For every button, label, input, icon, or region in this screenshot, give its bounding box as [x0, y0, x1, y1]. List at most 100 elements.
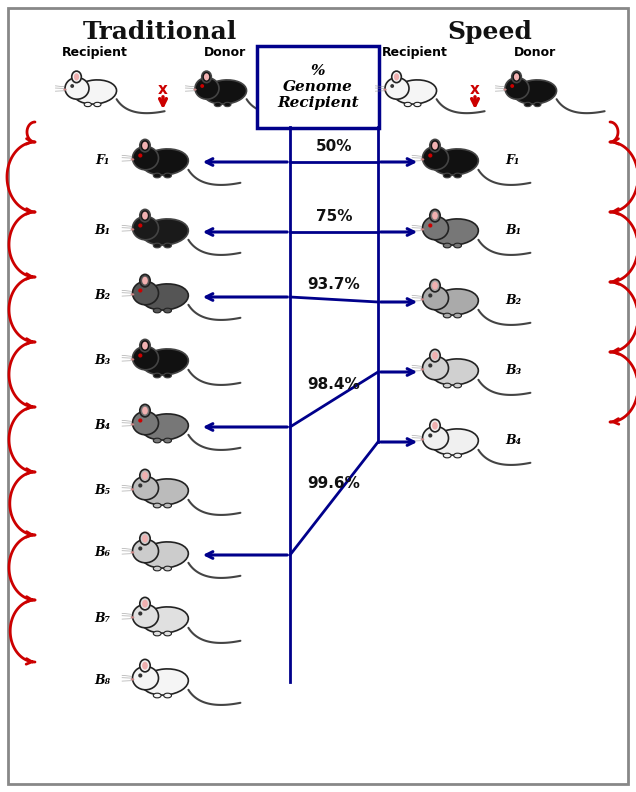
Ellipse shape [420, 158, 424, 161]
Ellipse shape [132, 604, 158, 628]
Ellipse shape [153, 566, 161, 571]
Ellipse shape [443, 173, 451, 178]
Ellipse shape [514, 74, 519, 81]
Ellipse shape [163, 693, 172, 698]
Ellipse shape [140, 139, 150, 152]
Ellipse shape [430, 420, 440, 432]
Ellipse shape [84, 102, 92, 107]
Circle shape [138, 418, 142, 423]
Text: B₃: B₃ [94, 353, 110, 367]
Ellipse shape [142, 276, 148, 284]
Ellipse shape [163, 566, 172, 571]
Circle shape [428, 154, 432, 158]
Ellipse shape [420, 368, 424, 371]
Text: B₁: B₁ [94, 223, 110, 237]
Text: Recipient: Recipient [62, 45, 128, 59]
Ellipse shape [432, 429, 478, 455]
Ellipse shape [422, 287, 448, 310]
Ellipse shape [130, 358, 134, 360]
Ellipse shape [142, 142, 148, 150]
Circle shape [138, 611, 142, 615]
Ellipse shape [153, 308, 161, 313]
Circle shape [138, 288, 142, 292]
Ellipse shape [130, 228, 134, 230]
Text: B₃: B₃ [505, 364, 521, 376]
Ellipse shape [432, 421, 438, 429]
Ellipse shape [453, 313, 462, 318]
Circle shape [428, 223, 432, 227]
Ellipse shape [202, 71, 211, 82]
Ellipse shape [132, 216, 158, 240]
Ellipse shape [163, 631, 172, 636]
Ellipse shape [130, 678, 134, 680]
Ellipse shape [443, 383, 451, 388]
Ellipse shape [130, 616, 134, 619]
Ellipse shape [140, 532, 150, 545]
Text: Recipient: Recipient [382, 45, 448, 59]
Ellipse shape [140, 274, 150, 287]
Ellipse shape [142, 284, 188, 310]
Text: 50%: 50% [315, 139, 352, 154]
Ellipse shape [453, 173, 462, 178]
Text: 75%: 75% [315, 209, 352, 224]
Ellipse shape [142, 149, 188, 175]
Ellipse shape [432, 142, 438, 150]
Ellipse shape [422, 426, 448, 450]
Ellipse shape [432, 149, 478, 175]
Ellipse shape [420, 438, 424, 440]
Ellipse shape [163, 243, 172, 248]
Ellipse shape [430, 209, 440, 222]
Ellipse shape [142, 349, 188, 375]
Ellipse shape [142, 600, 148, 607]
Text: B₅: B₅ [94, 483, 110, 497]
Text: B₄: B₄ [505, 433, 521, 447]
Text: x: x [158, 82, 168, 97]
Circle shape [138, 353, 142, 357]
Ellipse shape [153, 438, 161, 443]
Ellipse shape [163, 308, 172, 313]
Text: B₁: B₁ [505, 223, 521, 237]
Ellipse shape [132, 147, 158, 169]
Ellipse shape [140, 660, 150, 672]
Ellipse shape [414, 102, 421, 107]
Circle shape [138, 546, 142, 550]
Circle shape [428, 433, 432, 437]
Ellipse shape [384, 89, 387, 90]
Text: B₈: B₈ [94, 673, 110, 687]
Ellipse shape [140, 405, 150, 417]
Ellipse shape [142, 219, 188, 245]
Ellipse shape [385, 78, 409, 99]
Ellipse shape [142, 472, 148, 479]
Circle shape [138, 154, 142, 158]
Ellipse shape [204, 74, 209, 81]
Ellipse shape [512, 71, 522, 82]
Ellipse shape [153, 373, 161, 378]
Ellipse shape [65, 78, 89, 99]
Ellipse shape [453, 243, 462, 248]
Ellipse shape [422, 356, 448, 380]
Ellipse shape [394, 80, 436, 104]
Ellipse shape [72, 71, 81, 82]
Ellipse shape [443, 313, 451, 318]
Circle shape [428, 364, 432, 367]
Ellipse shape [140, 340, 150, 352]
Ellipse shape [430, 280, 440, 292]
Ellipse shape [93, 102, 101, 107]
Ellipse shape [432, 219, 478, 245]
Ellipse shape [224, 102, 231, 107]
Ellipse shape [130, 158, 134, 161]
Ellipse shape [432, 282, 438, 290]
Ellipse shape [130, 551, 134, 554]
Text: Donor: Donor [514, 45, 556, 59]
Ellipse shape [153, 503, 161, 508]
Ellipse shape [130, 423, 134, 425]
Ellipse shape [73, 80, 116, 104]
Ellipse shape [193, 89, 197, 90]
Ellipse shape [420, 299, 424, 301]
Ellipse shape [420, 228, 424, 230]
Ellipse shape [142, 341, 148, 349]
Ellipse shape [142, 211, 148, 219]
Ellipse shape [153, 243, 161, 248]
Ellipse shape [132, 411, 158, 435]
Ellipse shape [513, 80, 556, 104]
